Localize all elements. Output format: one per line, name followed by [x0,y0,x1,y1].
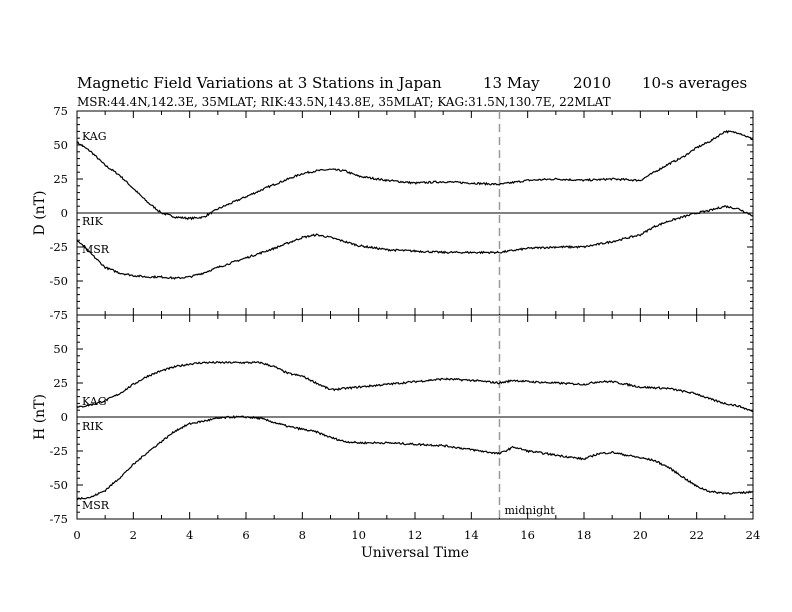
ytick-label-h-3: 0 [61,410,68,424]
xtick-label-9: 18 [577,528,592,542]
ytick-label-d-2: -25 [49,240,68,254]
ytick-label-d-1: -50 [49,274,68,288]
station-label-h-kag: KAG [82,395,107,408]
xtick-label-0: 0 [73,528,80,542]
station-label-d-kag: KAG [82,130,107,143]
ytick-label-h-1: -50 [49,478,68,492]
station-labels: KAG RIK MSR KAG RIK MSR [82,130,110,512]
series-d-kag [76,129,754,221]
ytick-label-d-6: 75 [53,104,68,118]
ytick-label-d-3: 0 [61,206,68,220]
station-label-h-msr: MSR [82,499,110,512]
ytick-label-h-0: -75 [49,512,68,526]
chart-date: 13 May [483,74,540,92]
chart-averaging: 10-s averages [642,74,747,92]
stations-line: MSR:44.4N,142.3E, 35MLAT; RIK:43.5N,143.… [77,95,611,109]
chart-year: 2010 [573,74,611,92]
chart-title: Magnetic Field Variations at 3 Stations … [77,74,442,92]
ytick-label-d-0: -75 [49,308,68,322]
ytick-label-d-4: 25 [53,172,68,186]
xtick-label-10: 20 [633,528,648,542]
xtick-label-7: 14 [464,528,479,542]
d-axis-label: D (nT) [32,191,48,236]
series-d-msr [76,205,754,280]
ytick-label-h-5: 50 [53,342,68,356]
xtick-label-5: 10 [351,528,366,542]
ytick-label-h-4: 25 [53,376,68,390]
station-label-d-rik: RIK [82,215,104,228]
series-h-msr [76,414,754,501]
ytick-label-d-5: 50 [53,138,68,152]
xtick-label-12: 24 [746,528,761,542]
xtick-label-6: 12 [408,528,423,542]
series-h-kag [76,360,754,413]
station-label-h-rik: RIK [82,420,104,433]
xtick-label-2: 4 [186,528,193,542]
zero-lines [77,212,753,418]
xtick-label-11: 22 [689,528,704,542]
x-axis-label: Universal Time [361,545,469,561]
xtick-label-8: 16 [520,528,535,542]
h-axis-label: H (nT) [32,394,48,440]
xtick-label-4: 8 [299,528,306,542]
xtick-label-3: 6 [242,528,249,542]
station-label-d-msr: MSR [82,243,110,256]
xtick-label-1: 2 [130,528,137,542]
series-layer [76,129,754,501]
ytick-label-h-2: -25 [49,444,68,458]
midnight-annotation: midnight [505,504,556,517]
